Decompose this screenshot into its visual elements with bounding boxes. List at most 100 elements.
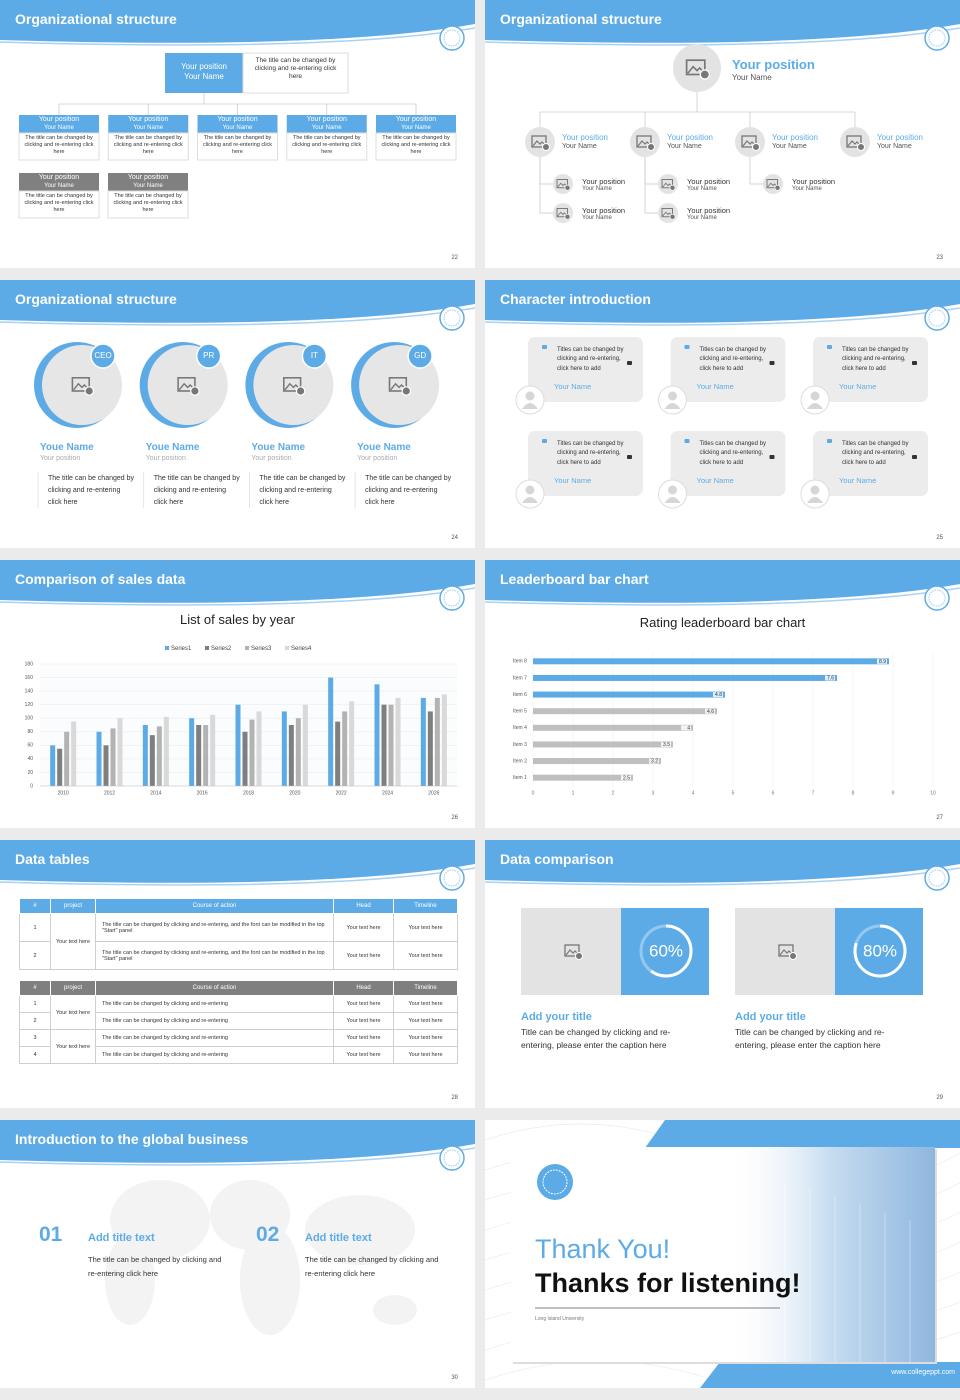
bar — [163, 716, 169, 786]
box-header — [108, 115, 189, 133]
bar — [64, 731, 70, 786]
card-name: Your Name — [696, 476, 734, 485]
header-cell: project — [50, 980, 96, 996]
image-icon — [846, 135, 865, 151]
box-name: Your Name — [401, 124, 431, 131]
node-avatar — [630, 127, 660, 157]
x-tick-label: 2022 — [336, 790, 347, 796]
y-tick-label: 60 — [27, 743, 33, 749]
quote-close — [627, 455, 632, 459]
box-text: The title can be changed by clicking and… — [24, 193, 94, 213]
header-cell: # — [19, 980, 51, 996]
header-cell: project — [50, 898, 96, 914]
seal-inner — [443, 869, 461, 887]
image-icon — [556, 208, 571, 220]
chart-title: List of sales by year — [180, 612, 295, 627]
slide-graphics — [485, 280, 960, 509]
page-number: 26 — [451, 815, 458, 821]
member-text: The title can be changed by clicking and… — [48, 475, 135, 506]
box-text: The title can be changed by clicking and… — [381, 135, 451, 155]
y-tick-label: 80 — [27, 729, 33, 735]
gauge-label: 60% — [649, 941, 683, 960]
project-cell: Your text here — [50, 995, 96, 1030]
icon-frame — [846, 135, 862, 148]
map-shape — [240, 1225, 300, 1335]
seal-inner — [928, 29, 946, 47]
x-tick-label: 2016 — [197, 790, 208, 796]
x-tick-label: 2010 — [58, 790, 69, 796]
subnode-avatar — [658, 174, 678, 194]
bar — [196, 725, 202, 786]
table: # project Course of action Head Timeline 1 You… — [19, 980, 458, 1064]
icon-frame — [564, 944, 580, 957]
head-cell: Your text here — [333, 1046, 394, 1064]
member-position: Your position — [251, 455, 292, 462]
icon-plus — [699, 69, 710, 80]
x-tick-label: 2018 — [243, 790, 254, 796]
box-text: The title can be changed by clicking and… — [24, 135, 94, 155]
box-text: The title can be changed by clicking and… — [202, 135, 273, 155]
bar — [533, 774, 633, 781]
gauge-text: Title can be changed by clicking and re-… — [521, 1027, 671, 1050]
action-cell: The title can be changed by clicking and… — [95, 913, 334, 942]
bar — [249, 719, 255, 786]
slide: Organizational structure 23 Your position Y… — [485, 0, 960, 268]
header-band — [485, 840, 960, 883]
bar — [533, 708, 717, 715]
bar — [302, 704, 308, 786]
avatar-body — [807, 403, 823, 409]
icon-mountain — [532, 140, 547, 147]
bar — [156, 726, 162, 786]
box-name: Your Name — [133, 124, 164, 131]
box-body — [18, 190, 100, 219]
icon-mountain — [662, 211, 673, 217]
subnode-position: Your position — [687, 177, 731, 186]
quote-open — [827, 439, 832, 443]
icon-mountain — [557, 211, 568, 217]
avatar-body — [664, 403, 681, 409]
legend-label: Series4 — [291, 646, 312, 652]
icon-mountain — [767, 182, 778, 188]
page-number: 28 — [451, 1095, 458, 1101]
plot-area — [40, 664, 457, 786]
point-title: Add title text — [305, 1232, 372, 1244]
box-header — [19, 173, 99, 191]
slide: Character introduction 25 Titles can be ch… — [485, 280, 960, 548]
icon-frame — [283, 377, 302, 392]
box-text: The title can be changed by clicking and… — [292, 135, 362, 155]
value-label-bg — [649, 758, 659, 764]
x-tick-label: 2012 — [104, 790, 115, 796]
x-tick-label: 2020 — [289, 790, 300, 796]
table: # project Course of action Head Timeline 1 You… — [19, 898, 458, 970]
bar — [427, 711, 433, 786]
card-name: Your Name — [696, 382, 734, 391]
image-icon — [766, 179, 781, 191]
icon-mountain — [662, 182, 673, 188]
box-text: The title can be changed by clicking and… — [113, 135, 183, 155]
bar — [533, 691, 725, 698]
value-label-bg — [713, 692, 723, 698]
subnode-avatar — [658, 203, 678, 223]
header-cell: # — [19, 898, 51, 914]
node-position: Your position — [772, 133, 818, 142]
subnode-avatar — [553, 203, 573, 223]
seal — [537, 1164, 573, 1200]
x-tick-label: 7 — [812, 790, 815, 796]
legend-label: Series2 — [211, 646, 232, 652]
bar — [57, 748, 63, 786]
x-tick-label: 0 — [532, 790, 535, 796]
slide: 0 1 2 3 4 5 6 7 8 9 10 Item 1 2.5 Item 2 3.2 Item 3 3.5 I… — [485, 560, 960, 828]
seal-inner — [928, 869, 946, 887]
image-icon — [556, 179, 571, 191]
action-cell: The title can be changed by clicking and… — [95, 941, 334, 970]
value-panel — [835, 908, 923, 995]
y-tick-label: Item 6 — [513, 692, 527, 698]
bar — [142, 725, 148, 786]
x-tick-label: 10 — [930, 790, 936, 796]
avatar-head — [668, 391, 677, 401]
bar — [110, 728, 116, 786]
university: Long Island University — [535, 1316, 585, 1322]
member-tag: CEO — [94, 351, 111, 360]
quote-open — [684, 439, 690, 443]
quote-open — [684, 345, 690, 349]
